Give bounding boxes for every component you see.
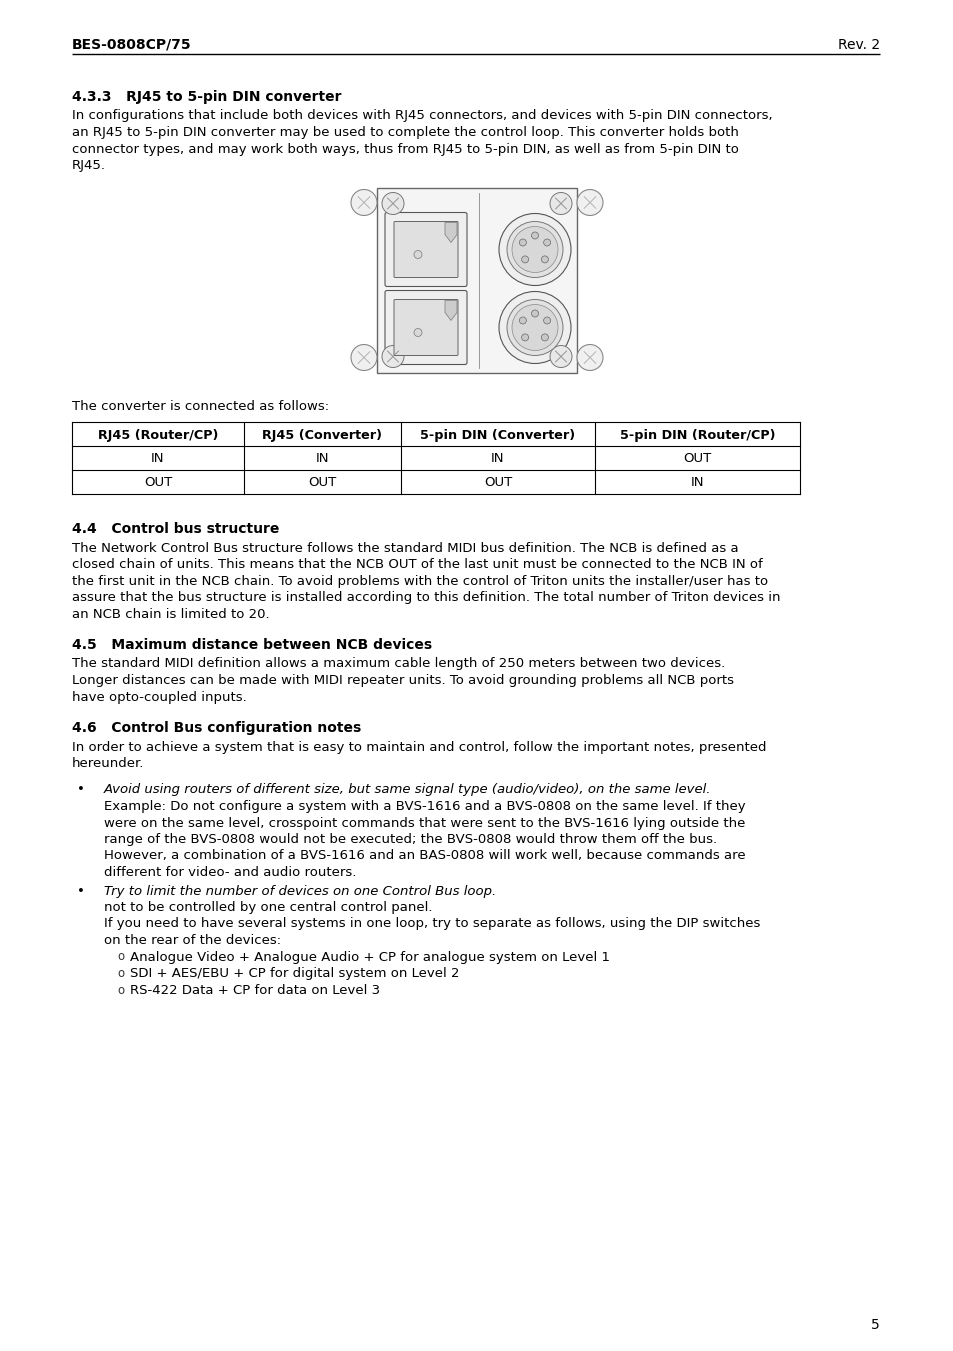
Polygon shape	[444, 223, 456, 242]
Circle shape	[541, 334, 548, 340]
Text: hereunder.: hereunder.	[71, 757, 144, 770]
Text: not to be controlled by one central control panel.: not to be controlled by one central cont…	[104, 901, 432, 915]
Circle shape	[550, 192, 572, 215]
Text: SDI + AES/EBU + CP for digital system on Level 2: SDI + AES/EBU + CP for digital system on…	[130, 967, 459, 979]
Text: 4.3.3   RJ45 to 5-pin DIN converter: 4.3.3 RJ45 to 5-pin DIN converter	[71, 91, 341, 104]
Text: 4.6   Control Bus configuration notes: 4.6 Control Bus configuration notes	[71, 721, 361, 735]
Text: Avoid using routers of different size, but same signal type (audio/video), on th: Avoid using routers of different size, b…	[104, 784, 711, 797]
Text: RJ45.: RJ45.	[71, 159, 106, 172]
Text: In configurations that include both devices with RJ45 connectors, and devices wi: In configurations that include both devi…	[71, 109, 772, 123]
Circle shape	[381, 346, 403, 367]
Text: RJ45 (Converter): RJ45 (Converter)	[262, 428, 382, 442]
Text: Analogue Video + Analogue Audio + CP for analogue system on Level 1: Analogue Video + Analogue Audio + CP for…	[130, 951, 609, 963]
Text: o: o	[117, 951, 124, 963]
Text: BES-0808CP/75: BES-0808CP/75	[71, 38, 192, 51]
Text: range of the BVS-0808 would not be executed; the BVS-0808 would throw them off t: range of the BVS-0808 would not be execu…	[104, 834, 717, 846]
Circle shape	[351, 345, 376, 370]
Text: assure that the bus structure is installed according to this definition. The tot: assure that the bus structure is install…	[71, 590, 780, 604]
Text: IN: IN	[491, 453, 504, 466]
Text: IN: IN	[690, 477, 703, 489]
Text: If you need to have several systems in one loop, try to separate as follows, usi: If you need to have several systems in o…	[104, 917, 760, 931]
Text: 4.5   Maximum distance between NCB devices: 4.5 Maximum distance between NCB devices	[71, 638, 432, 653]
Circle shape	[381, 192, 403, 215]
Circle shape	[541, 255, 548, 263]
Text: on the rear of the devices:: on the rear of the devices:	[104, 934, 281, 947]
Text: an RJ45 to 5-pin DIN converter may be used to complete the control loop. This co: an RJ45 to 5-pin DIN converter may be us…	[71, 126, 739, 139]
Text: RS-422 Data + CP for data on Level 3: RS-422 Data + CP for data on Level 3	[130, 984, 379, 997]
Circle shape	[498, 213, 571, 285]
Circle shape	[521, 255, 528, 263]
Text: RJ45 (Router/CP): RJ45 (Router/CP)	[98, 428, 218, 442]
Circle shape	[506, 300, 562, 355]
Text: In order to achieve a system that is easy to maintain and control, follow the im: In order to achieve a system that is eas…	[71, 740, 765, 754]
Polygon shape	[444, 300, 456, 320]
FancyBboxPatch shape	[394, 222, 457, 277]
Text: IN: IN	[315, 453, 329, 466]
Text: IN: IN	[152, 453, 165, 466]
Circle shape	[351, 189, 376, 216]
FancyBboxPatch shape	[394, 300, 457, 355]
Text: The Network Control Bus structure follows the standard MIDI bus definition. The : The Network Control Bus structure follow…	[71, 542, 738, 554]
FancyBboxPatch shape	[385, 212, 467, 286]
Text: 4.4   Control bus structure: 4.4 Control bus structure	[71, 521, 279, 536]
Text: o: o	[117, 967, 124, 979]
Text: OUT: OUT	[682, 453, 711, 466]
Circle shape	[506, 222, 562, 277]
Text: Try to limit the number of devices on one Control Bus loop.: Try to limit the number of devices on on…	[104, 885, 496, 897]
Text: However, a combination of a BVS-1616 and an BAS-0808 will work well, because com: However, a combination of a BVS-1616 and…	[104, 850, 745, 862]
Text: 5: 5	[870, 1319, 879, 1332]
Text: The converter is connected as follows:: The converter is connected as follows:	[71, 400, 329, 413]
Circle shape	[543, 239, 550, 246]
Text: Longer distances can be made with MIDI repeater units. To avoid grounding proble: Longer distances can be made with MIDI r…	[71, 674, 733, 688]
Text: the first unit in the NCB chain. To avoid problems with the control of Triton un: the first unit in the NCB chain. To avoi…	[71, 574, 767, 588]
Text: Example: Do not configure a system with a BVS-1616 and a BVS-0808 on the same le: Example: Do not configure a system with …	[104, 800, 745, 813]
Text: The standard MIDI definition allows a maximum cable length of 250 meters between: The standard MIDI definition allows a ma…	[71, 658, 724, 670]
Text: OUT: OUT	[144, 477, 172, 489]
Circle shape	[512, 304, 558, 350]
Circle shape	[518, 239, 526, 246]
Text: were on the same level, crosspoint commands that were sent to the BVS-1616 lying: were on the same level, crosspoint comma…	[104, 816, 744, 830]
Circle shape	[531, 232, 537, 239]
Circle shape	[531, 309, 537, 317]
Text: o: o	[117, 984, 124, 997]
Circle shape	[543, 317, 550, 324]
Circle shape	[414, 250, 421, 258]
Text: •: •	[77, 885, 85, 897]
Text: different for video- and audio routers.: different for video- and audio routers.	[104, 866, 356, 880]
Text: 5-pin DIN (Converter): 5-pin DIN (Converter)	[420, 428, 575, 442]
Circle shape	[521, 334, 528, 340]
Text: 5-pin DIN (Router/CP): 5-pin DIN (Router/CP)	[619, 428, 775, 442]
Text: Rev. 2: Rev. 2	[837, 38, 879, 51]
Circle shape	[577, 189, 602, 216]
FancyBboxPatch shape	[385, 290, 467, 365]
Bar	[376, 188, 577, 373]
Circle shape	[550, 346, 572, 367]
Text: closed chain of units. This means that the NCB OUT of the last unit must be conn: closed chain of units. This means that t…	[71, 558, 762, 571]
Text: have opto-coupled inputs.: have opto-coupled inputs.	[71, 690, 247, 704]
Circle shape	[414, 328, 421, 336]
Text: •: •	[77, 784, 85, 797]
Circle shape	[577, 345, 602, 370]
Circle shape	[518, 317, 526, 324]
Circle shape	[498, 292, 571, 363]
Text: connector types, and may work both ways, thus from RJ45 to 5-pin DIN, as well as: connector types, and may work both ways,…	[71, 142, 739, 155]
Text: an NCB chain is limited to 20.: an NCB chain is limited to 20.	[71, 608, 270, 620]
Text: OUT: OUT	[308, 477, 336, 489]
Circle shape	[512, 227, 558, 273]
Text: OUT: OUT	[483, 477, 512, 489]
